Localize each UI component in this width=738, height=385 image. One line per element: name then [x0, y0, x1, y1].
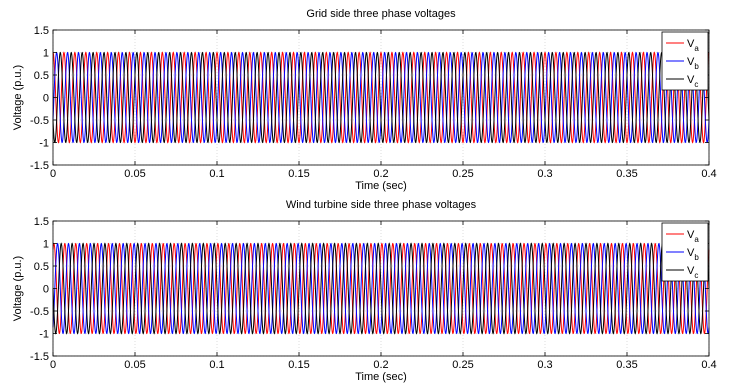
x-tick-label: 0.1 — [209, 168, 224, 180]
y-tick-label: 0.5 — [34, 70, 49, 82]
series-line-vc — [52, 51, 710, 144]
x-tick-label: 0.15 — [288, 168, 309, 180]
series-line-va — [52, 242, 710, 335]
x-tick-label: 0.4 — [701, 168, 716, 180]
x-tick-label: 0.05 — [124, 168, 145, 180]
y-tick-label: 1 — [43, 239, 49, 251]
y-tick-label: 0 — [43, 93, 49, 105]
x-tick-label: 0.15 — [288, 359, 309, 371]
x-tick-label: 0.35 — [616, 168, 637, 180]
chart-panel-1: 0 0.05 0.1 0.15 0.2 0.25 0.3 0.35 0.4 -1.5 -1 -0.5 0… — [12, 8, 717, 192]
legend-label-vc: Vc — [687, 74, 698, 89]
chart-title: Wind turbine side three phase voltages — [286, 199, 477, 211]
y-tick-label: 0.5 — [34, 261, 49, 273]
series-line-va — [52, 51, 710, 144]
y-tick-label: 1.5 — [34, 216, 49, 228]
y-tick-label: -0.5 — [30, 306, 49, 318]
y-tick-label: -1 — [39, 329, 49, 341]
x-tick-label: 0.3 — [537, 168, 552, 180]
x-tick-label: 0.25 — [452, 359, 473, 371]
x-axis-label: Time (sec) — [355, 371, 407, 383]
x-tick-label: 0.4 — [701, 359, 716, 371]
y-axis-label: Voltage (p.u.) — [12, 256, 24, 321]
series-line-vb — [52, 242, 710, 335]
legend-label-vc: Vc — [687, 265, 698, 280]
y-tick-label: 1.5 — [34, 25, 49, 37]
x-tick-label: 0.3 — [537, 359, 552, 371]
x-tick-label: 0.35 — [616, 359, 637, 371]
y-tick-label: -1 — [39, 138, 49, 150]
x-tick-label: 0.2 — [373, 168, 388, 180]
y-tick-label: 0 — [43, 284, 49, 296]
x-tick-label: 0.2 — [373, 359, 388, 371]
x-tick-label: 0.1 — [209, 359, 224, 371]
y-axis-label: Voltage (p.u.) — [12, 65, 24, 130]
series-line-vc — [52, 242, 710, 335]
chart-panel-2: 0 0.05 0.1 0.15 0.2 0.25 0.3 0.35 0.4 -1.5 -1 -0.5 0… — [12, 199, 717, 383]
y-tick-label: -0.5 — [30, 115, 49, 127]
x-tick-label: 0.25 — [452, 168, 473, 180]
x-tick-label: 0 — [50, 359, 56, 371]
x-axis-label: Time (sec) — [355, 180, 407, 192]
x-tick-label: 0 — [50, 168, 56, 180]
chart-title: Grid side three phase voltages — [306, 8, 456, 20]
y-tick-label: 1 — [43, 48, 49, 60]
y-tick-label: -1.5 — [30, 160, 49, 172]
x-tick-label: 0.05 — [124, 359, 145, 371]
y-tick-label: -1.5 — [30, 351, 49, 363]
